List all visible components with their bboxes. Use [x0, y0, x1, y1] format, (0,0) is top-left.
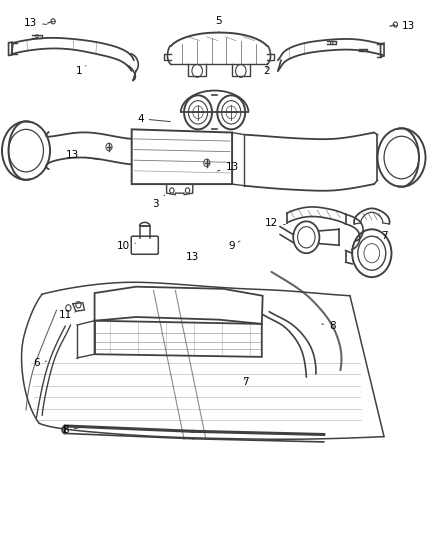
- Text: 13: 13: [66, 150, 99, 160]
- Text: 8: 8: [62, 425, 80, 435]
- Text: 13: 13: [186, 252, 199, 262]
- Text: 5: 5: [215, 16, 223, 33]
- Text: 2: 2: [264, 67, 270, 76]
- Text: 8: 8: [321, 321, 336, 331]
- Text: 12: 12: [265, 218, 285, 228]
- Text: 9: 9: [229, 241, 240, 251]
- Text: 13: 13: [217, 161, 239, 172]
- Text: 1: 1: [76, 66, 86, 76]
- Text: 6: 6: [33, 358, 46, 368]
- Text: 7: 7: [242, 377, 248, 387]
- Text: 13: 13: [396, 21, 416, 31]
- Text: 11: 11: [59, 310, 76, 320]
- Text: 13: 13: [24, 18, 47, 28]
- Text: 4: 4: [137, 114, 170, 124]
- Text: 10: 10: [117, 241, 135, 251]
- Text: 7: 7: [376, 231, 387, 241]
- Text: 3: 3: [152, 195, 165, 209]
